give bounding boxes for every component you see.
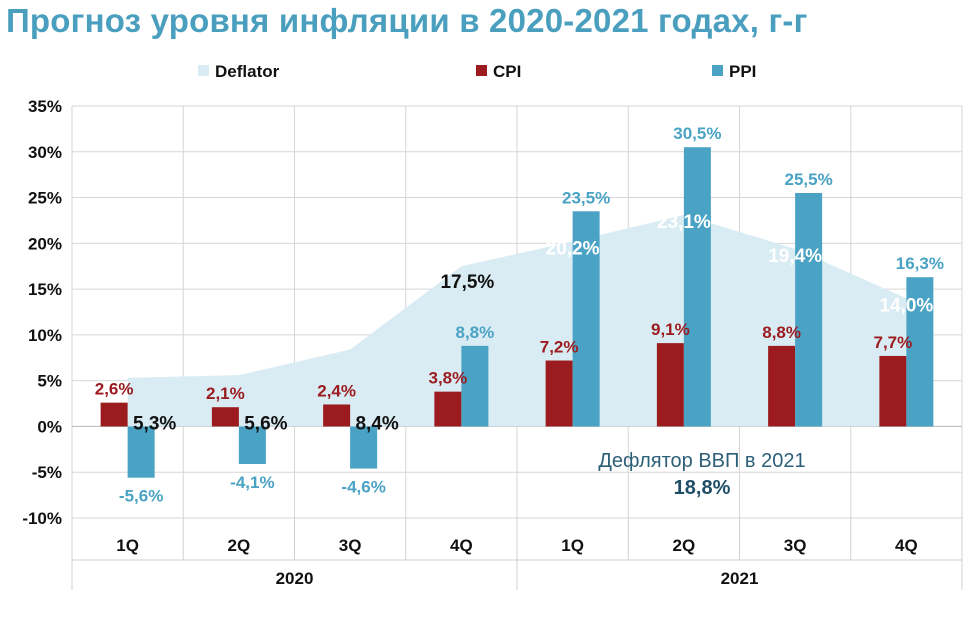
bars-layer — [100, 147, 934, 478]
cpi-bar — [100, 402, 128, 427]
cpi-bar — [545, 360, 573, 427]
legend-swatch — [198, 65, 209, 76]
legend-label: CPI — [493, 62, 521, 81]
ppi-data-label: 16,3% — [896, 254, 944, 273]
ppi-bar — [238, 426, 266, 464]
cpi-data-label: 8,8% — [762, 323, 801, 342]
y-tick-label: -10% — [22, 509, 62, 528]
x-tick-label: 4Q — [895, 536, 918, 555]
deflator-data-label: 5,6% — [244, 413, 287, 434]
ppi-bar — [461, 345, 489, 427]
deflator-data-label: 19,4% — [768, 246, 822, 267]
cpi-bar — [211, 407, 239, 427]
cpi-data-label: 3,8% — [429, 369, 468, 388]
x-tick-label: 3Q — [784, 536, 807, 555]
y-tick-label: 35% — [28, 97, 62, 116]
ppi-data-label: 23,5% — [562, 188, 610, 207]
ppi-data-label: -5,6% — [119, 487, 163, 506]
ppi-bar — [795, 192, 823, 427]
ppi-data-label: 30,5% — [673, 124, 721, 143]
group-label: 2020 — [276, 569, 314, 588]
cpi-data-label: 7,7% — [874, 333, 913, 352]
deflator-area — [127, 214, 907, 427]
x-tick-label: 4Q — [450, 536, 473, 555]
cpi-bar — [879, 355, 907, 427]
annotation-value: 18,8% — [674, 477, 731, 499]
annotation-text: Дефлятор ВВП в 2021 — [598, 450, 805, 472]
data-labels-layer: 2,6% 2,1% 2,4% 3,8% 7,2% 9,1% 8,8% 7,7% -5,6% -4,… — [95, 124, 944, 506]
cpi-bar — [768, 345, 796, 427]
ppi-data-label: 8,8% — [456, 323, 495, 342]
legend: Deflator CPI PPI — [198, 62, 756, 81]
ppi-bar — [572, 211, 600, 427]
y-tick-label: 30% — [28, 143, 62, 162]
y-tick-label: 5% — [37, 372, 62, 391]
ppi-data-label: -4,1% — [230, 473, 274, 492]
cpi-data-label: 9,1% — [651, 320, 690, 339]
deflator-area-layer — [127, 214, 907, 427]
deflator-data-label: 8,4% — [355, 413, 398, 434]
y-tick-label: -5% — [32, 463, 62, 482]
ppi-bar — [127, 426, 155, 478]
cpi-bar — [323, 404, 351, 427]
deflator-data-label: 23,1% — [657, 212, 711, 233]
y-tick-label: 20% — [28, 234, 62, 253]
y-tick-label: 10% — [28, 326, 62, 345]
ppi-data-label: -4,6% — [341, 478, 385, 497]
legend-label: Deflator — [215, 62, 280, 81]
ppi-bar — [350, 426, 378, 469]
y-tick-label: 0% — [37, 417, 62, 436]
chart-title: Прогноз уровня инфляции в 2020-2021 года… — [6, 2, 808, 39]
legend-swatch — [712, 65, 723, 76]
cpi-data-label: 2,4% — [317, 381, 356, 400]
cpi-data-label: 2,1% — [206, 384, 245, 403]
deflator-data-label: 20,2% — [546, 239, 600, 260]
legend-swatch — [476, 65, 487, 76]
cpi-data-label: 2,6% — [95, 380, 134, 399]
x-tick-label: 1Q — [561, 536, 584, 555]
ppi-bar — [683, 147, 711, 427]
x-tick-label: 2Q — [673, 536, 696, 555]
y-tick-label: 25% — [28, 189, 62, 208]
cpi-data-label: 7,2% — [540, 338, 579, 357]
ppi-bar — [906, 277, 934, 427]
deflator-data-label: 14,0% — [879, 295, 933, 316]
cpi-bar — [434, 391, 462, 427]
y-tick-label: 15% — [28, 280, 62, 299]
cpi-bar — [656, 343, 684, 427]
deflator-data-label: 5,3% — [133, 413, 176, 434]
legend-label: PPI — [729, 62, 756, 81]
x-tick-label: 2Q — [228, 536, 251, 555]
x-tick-label: 3Q — [339, 536, 362, 555]
group-label: 2021 — [721, 569, 759, 588]
x-tick-label: 1Q — [116, 536, 139, 555]
axis-layer: 35% 30% 25% 20% 15% 10% 5% 0% -5% -10% 1Q 2Q 3Q 4Q 1Q 2… — [22, 97, 917, 588]
deflator-data-label: 17,5% — [440, 272, 494, 293]
ppi-data-label: 25,5% — [785, 170, 833, 189]
